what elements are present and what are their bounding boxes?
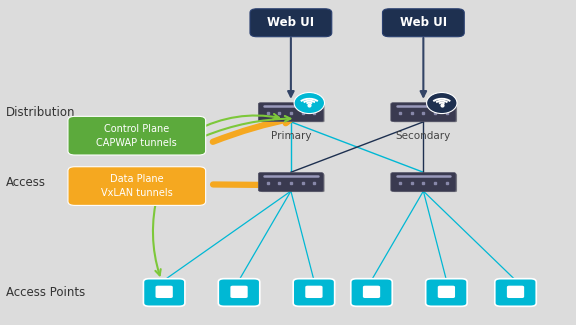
- FancyBboxPatch shape: [393, 174, 457, 192]
- Text: Access Points: Access Points: [6, 286, 85, 299]
- FancyBboxPatch shape: [426, 279, 467, 306]
- Ellipse shape: [427, 93, 457, 113]
- FancyBboxPatch shape: [393, 104, 457, 122]
- FancyBboxPatch shape: [143, 279, 185, 306]
- FancyBboxPatch shape: [363, 286, 380, 298]
- FancyBboxPatch shape: [260, 174, 325, 192]
- FancyBboxPatch shape: [230, 286, 248, 298]
- Text: Web UI: Web UI: [400, 16, 447, 29]
- FancyBboxPatch shape: [68, 116, 206, 155]
- FancyBboxPatch shape: [351, 279, 392, 306]
- FancyBboxPatch shape: [495, 279, 536, 306]
- FancyBboxPatch shape: [156, 286, 173, 298]
- Text: Web UI: Web UI: [267, 16, 314, 29]
- Text: Secondary: Secondary: [396, 131, 451, 141]
- Text: Control Plane
CAPWAP tunnels: Control Plane CAPWAP tunnels: [96, 124, 177, 148]
- FancyBboxPatch shape: [391, 173, 456, 191]
- FancyBboxPatch shape: [293, 279, 335, 306]
- FancyBboxPatch shape: [305, 286, 323, 298]
- FancyBboxPatch shape: [507, 286, 524, 298]
- FancyBboxPatch shape: [250, 9, 332, 37]
- Text: Distribution: Distribution: [6, 106, 75, 119]
- FancyBboxPatch shape: [382, 9, 464, 37]
- FancyBboxPatch shape: [260, 104, 325, 122]
- FancyBboxPatch shape: [218, 279, 260, 306]
- FancyBboxPatch shape: [438, 286, 455, 298]
- Ellipse shape: [294, 93, 324, 113]
- FancyBboxPatch shape: [258, 173, 323, 191]
- FancyBboxPatch shape: [68, 167, 206, 205]
- Text: Data Plane
VxLAN tunnels: Data Plane VxLAN tunnels: [101, 174, 173, 198]
- FancyBboxPatch shape: [391, 103, 456, 122]
- Text: Primary: Primary: [271, 131, 311, 141]
- Text: Access: Access: [6, 176, 46, 188]
- FancyBboxPatch shape: [258, 103, 323, 122]
